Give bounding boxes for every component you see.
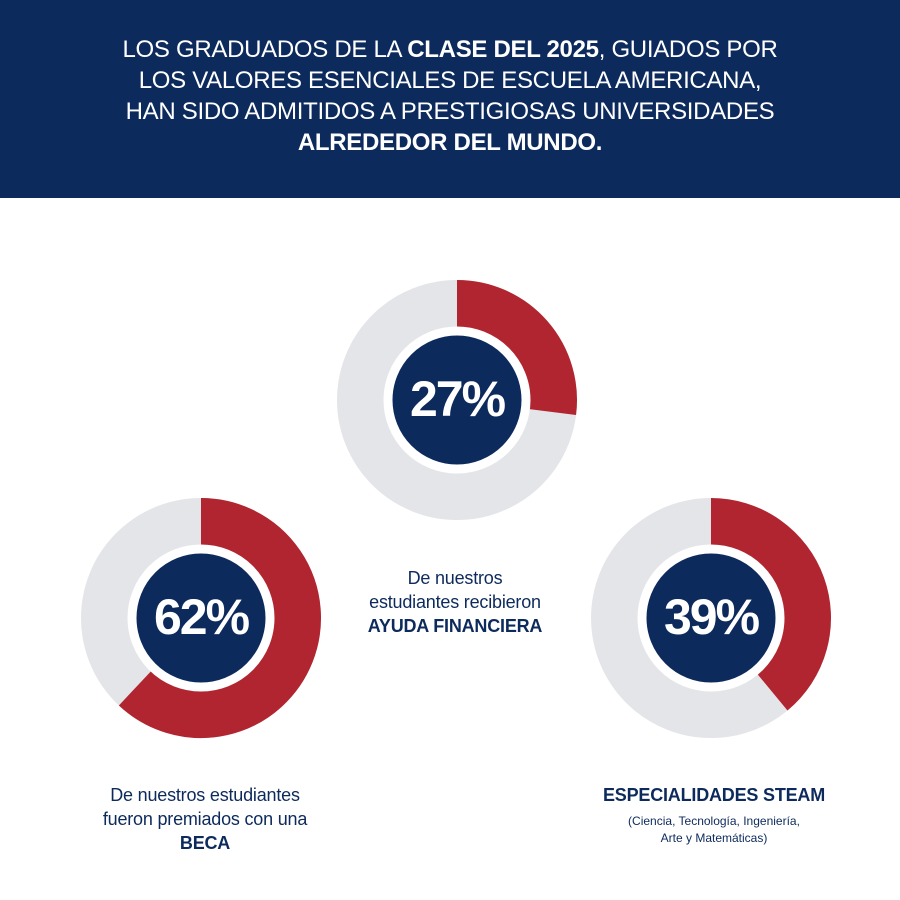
donut-steam: [589, 496, 833, 740]
donut-ayuda-financiera: [335, 278, 579, 522]
donut-center-disc: [637, 544, 785, 692]
percent-beca: 62%: [153, 589, 250, 645]
header-line-3: HAN SIDO ADMITIDOS A PRESTIGIOSAS UNIVER…: [125, 98, 775, 125]
donut-progress-arc: [456, 280, 577, 416]
donut-center-disc: [383, 326, 531, 474]
header-banner: LOS GRADUADOS DE LA CLASE DEL 2025, GUIA…: [0, 0, 900, 198]
donut-progress-arc: [710, 498, 831, 711]
caption-steam-highlight: ESPECIALIDADES STEAM: [602, 785, 826, 805]
header-line-1: LOS GRADUADOS DE LA CLASE DEL 2025, GUIA…: [122, 36, 778, 63]
header-text: LOS GRADUADOS DE LA CLASE DEL 2025, GUIA…: [0, 34, 900, 158]
donut-progress-arc: [118, 498, 321, 738]
caption-beca: De nuestros estudiantes fueron premiados…: [75, 783, 335, 855]
caption-beca-highlight: BECA: [179, 833, 231, 853]
header-line-4: ALREDEDOR DEL MUNDO.: [297, 129, 603, 156]
donut-ayuda-svg: [337, 280, 577, 520]
donut-beca: [79, 496, 323, 740]
donut-steam-svg: [591, 498, 831, 738]
caption-ayuda: De nuestros estudiantes recibieron AYUDA…: [330, 566, 580, 638]
caption-steam: ESPECIALIDADES STEAM (Ciencia, Tecnologí…: [584, 783, 844, 847]
caption-ayuda-highlight: AYUDA FINANCIERA: [367, 616, 543, 636]
donut-beca-svg: [81, 498, 321, 738]
percent-ayuda: 27%: [409, 371, 506, 427]
percent-steam: 39%: [663, 589, 760, 645]
header-line-2: LOS VALORES ESENCIALES DE ESCUELA AMERIC…: [138, 67, 762, 94]
class-year: CLASE DEL 2025: [407, 36, 599, 63]
donut-center-disc: [127, 544, 275, 692]
